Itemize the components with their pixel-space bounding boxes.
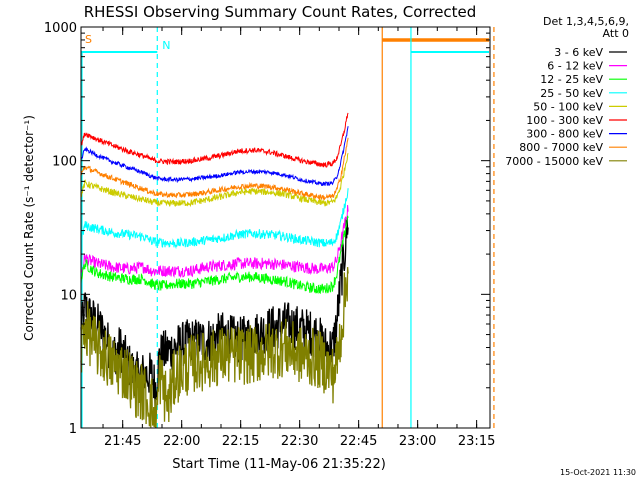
legend-label-5: 100 - 300 keV bbox=[526, 114, 603, 127]
legend-label-7: 800 - 7000 keV bbox=[519, 141, 603, 154]
axis-ticks: 21:45 22:00 22:15 22:30 22:45 23:00 23:15 1 10 10… bbox=[44, 21, 495, 449]
x-tick-label-3: 22:30 bbox=[281, 434, 318, 449]
series-line-1 bbox=[80, 204, 349, 278]
series-group bbox=[80, 112, 349, 429]
y-tick-label-1: 10 bbox=[60, 288, 77, 303]
legend-label-4: 50 - 100 keV bbox=[533, 100, 603, 113]
attenuator-label: S bbox=[85, 33, 92, 46]
y-tick-label-2: 100 bbox=[52, 155, 77, 170]
y-axis-label: Corrected Count Rate (s⁻¹ detector⁻¹) bbox=[22, 115, 36, 341]
legend-label-3: 25 - 50 keV bbox=[540, 87, 603, 100]
y-tick-label-3: 1000 bbox=[44, 21, 77, 36]
axis-labels: Start Time (11-May-06 21:35:22) Correcte… bbox=[22, 115, 386, 472]
x-tick-label-1: 22:00 bbox=[163, 434, 200, 449]
x-tick-label-5: 23:00 bbox=[399, 434, 436, 449]
x-tick-label-6: 23:15 bbox=[458, 434, 495, 449]
series-line-6 bbox=[80, 126, 349, 186]
night-label: N bbox=[162, 39, 170, 52]
y-tick-label-0: 1 bbox=[69, 422, 77, 437]
legend-header-line-0: Det 1,3,4,5,6,9, bbox=[543, 15, 629, 28]
x-axis-label: Start Time (11-May-06 21:35:22) bbox=[172, 457, 386, 472]
legend-header: Det 1,3,4,5,6,9,Att 0 bbox=[543, 15, 629, 40]
legend-label-0: 3 - 6 keV bbox=[554, 46, 603, 59]
x-tick-label-4: 22:45 bbox=[340, 434, 377, 449]
footer-date: 15-Oct-2021 11:30 bbox=[560, 468, 636, 477]
chart-title: RHESSI Observing Summary Count Rates, Co… bbox=[84, 3, 477, 21]
legend-label-1: 6 - 12 keV bbox=[547, 60, 603, 73]
series-line-3 bbox=[80, 188, 349, 250]
series-line-5 bbox=[80, 112, 349, 168]
x-tick-label-2: 22:15 bbox=[222, 434, 259, 449]
series-line-7 bbox=[80, 137, 349, 201]
series-line-8 bbox=[80, 267, 349, 429]
plot-border bbox=[80, 26, 491, 429]
legend-label-8: 7000 - 15000 keV bbox=[505, 155, 603, 168]
plot-frame bbox=[80, 26, 491, 429]
legend-label-2: 12 - 25 keV bbox=[540, 73, 603, 86]
series-line-2 bbox=[80, 215, 349, 295]
legend-header-line-1: Att 0 bbox=[603, 27, 629, 40]
series-line-0 bbox=[80, 216, 349, 409]
x-tick-label-0: 21:45 bbox=[104, 434, 141, 449]
legend-label-6: 300 - 800 keV bbox=[526, 128, 603, 141]
